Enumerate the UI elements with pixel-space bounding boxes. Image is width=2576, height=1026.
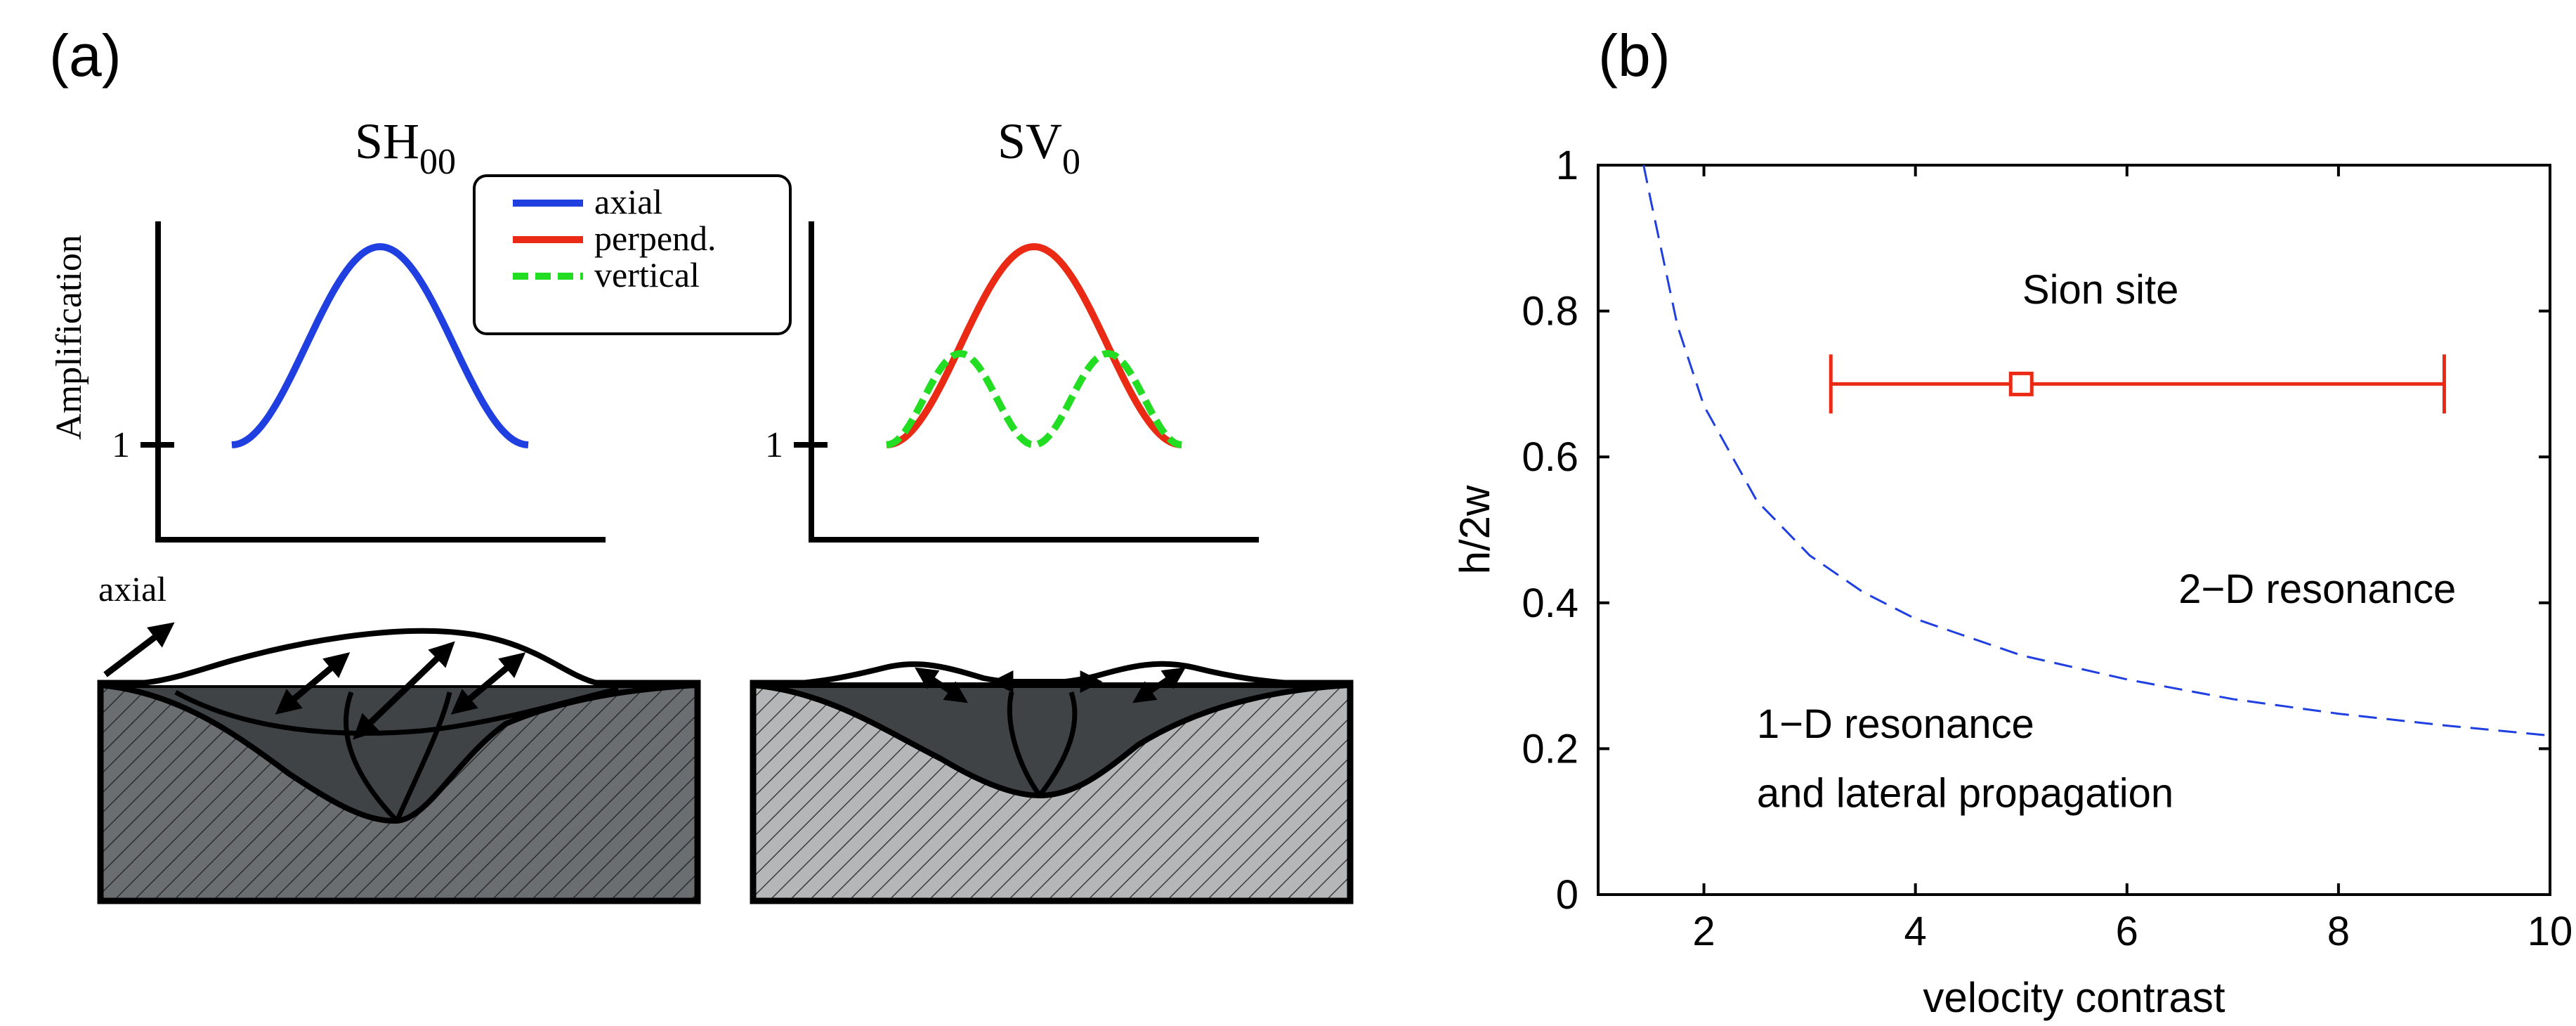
sh-surface-displacement [100,628,698,688]
legend: axial perpend. vertical [473,174,792,335]
y-tick-label: 1 [1556,143,1578,188]
legend-label-vertical: vertical [594,255,700,294]
panel-a-label: (a) [49,22,122,89]
panel-b-plot: 2 4 6 8 10 0 0.2 0.4 0.6 0.8 1 velocity contrast h/2… [1451,143,2572,1021]
amplification-label: Amplification [49,235,89,440]
legend-label-perpend: perpend. [594,219,717,258]
panel-a: (a) Amplification SH00 1 axial perpend. … [49,22,1354,904]
x-tick-label: 10 [2528,909,2573,954]
sion-site-label: Sion site [2022,267,2178,313]
sv-title-sub: 0 [1062,142,1080,182]
y-tick-label: 0.2 [1522,726,1578,772]
sh-title-main: SH [355,113,419,169]
sh-arrow-1 [275,652,351,715]
region-annotation: and lateral propagation [1757,770,2173,816]
legend-label-axial: axial [594,182,662,221]
sv-ray-2 [1038,691,1078,798]
sh-valley-diagram [97,628,701,904]
sv-perpend-curve [886,242,1182,448]
y-tick-label: 0.6 [1522,434,1578,480]
region-annotation: 2−D resonance [2178,566,2456,612]
x-tick-label: 2 [1692,909,1715,954]
sv-arrow-3 [1132,667,1186,703]
axial-direction-label: axial [98,569,166,609]
legend-box [473,174,792,335]
sh-title: SH00 [355,113,456,182]
sh-tick-1-label: 1 [112,425,130,465]
y-tick-label: 0.8 [1522,289,1578,335]
sh-plot: SH00 1 [112,113,606,543]
sv-tick-1-label: 1 [765,425,783,465]
sh-arrow-2 [353,641,455,740]
sv-valley-diagram [750,661,1354,904]
sv-plot: SV0 1 [765,113,1259,543]
sh-axes [155,221,606,543]
sv-ray-1 [1007,691,1042,798]
sv-axes [809,221,1259,543]
axial-direction-arrow [103,622,175,677]
sv-title: SV0 [998,113,1080,182]
y-axis-label: h/2w [1451,485,1498,574]
boundary-curve [1642,164,2551,737]
sh-arrow-3 [450,652,526,715]
sv-arrow-1 [915,667,968,703]
sh-title-sub: 00 [419,142,456,182]
panel-b-label: (b) [1598,22,1671,89]
sh-axial-curve [231,242,529,448]
y-tick-label: 0 [1556,872,1578,918]
x-axis-label: velocity contrast [1923,974,2225,1021]
x-tick-label: 4 [1904,909,1927,954]
x-tick-label: 8 [2327,909,2350,954]
sion-point-marker [2008,371,2034,396]
y-tick-label: 0.4 [1522,580,1578,626]
panel-b: (b) 2 4 6 8 10 0 0.2 0.4 0.6 0.8 1 velocity contras… [1451,22,2572,1021]
plot-frame [1597,164,2551,896]
region-annotation: 1−D resonance [1757,701,2034,747]
sv-title-main: SV [998,113,1062,169]
x-tick-label: 6 [2116,909,2138,954]
